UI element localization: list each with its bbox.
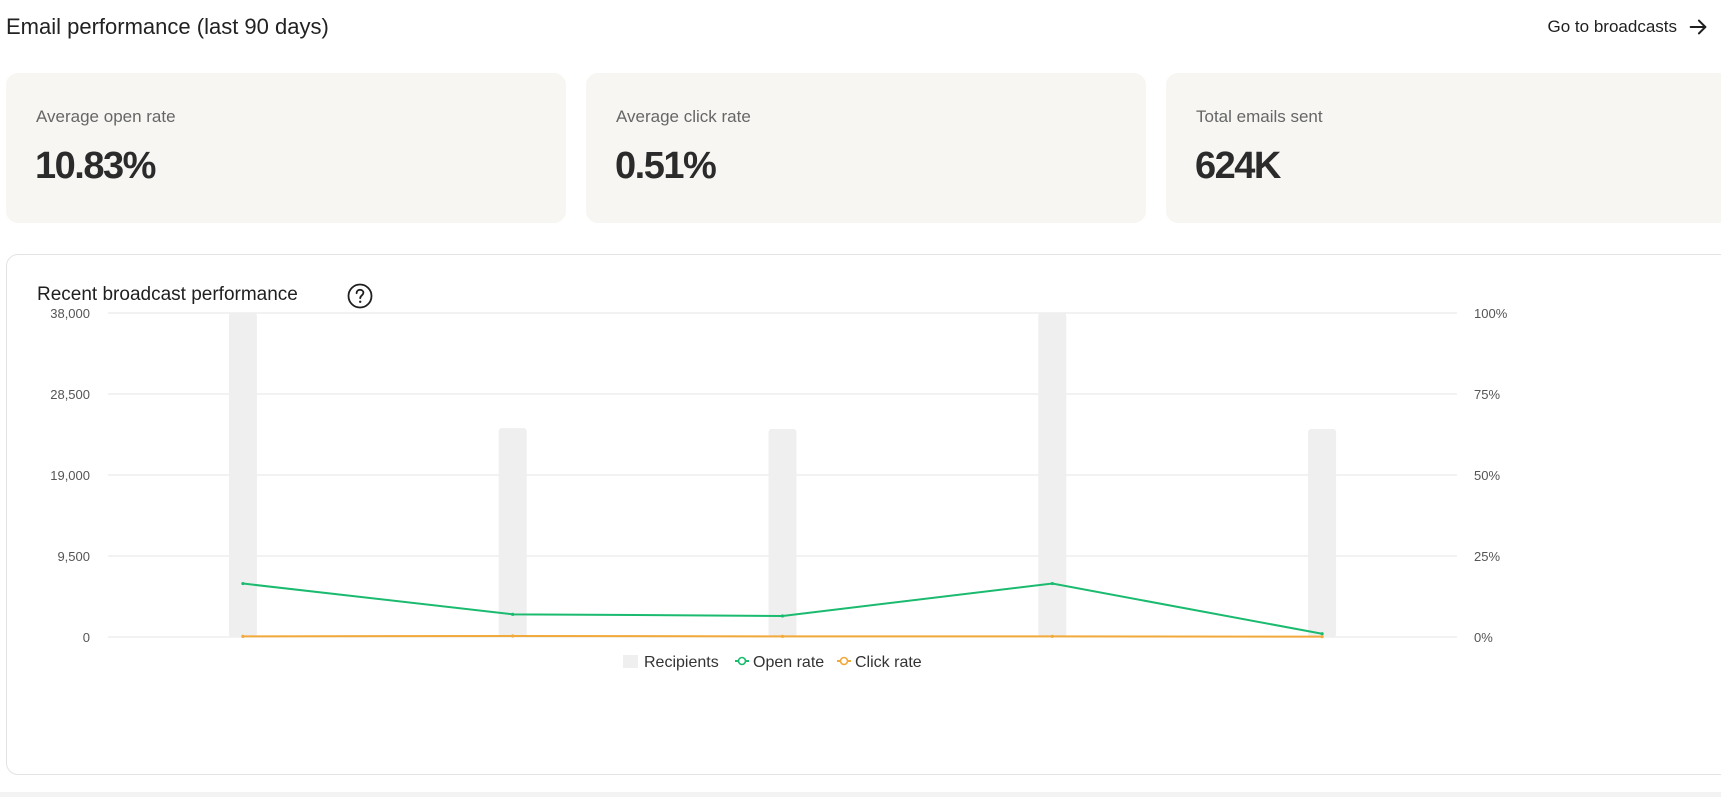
- chart-card: Recent broadcast performance 38,000 100% 2…: [6, 254, 1721, 775]
- y-right-tick-label: 50%: [1474, 468, 1500, 483]
- bar: [768, 428, 797, 637]
- bar: [1308, 428, 1337, 637]
- legend-label-click-rate: Click rate: [855, 654, 922, 671]
- click-rate-point: [511, 634, 515, 638]
- legend-label-open-rate: Open rate: [753, 654, 824, 671]
- click-rate-point: [1050, 634, 1054, 638]
- stat-value: 10.83%: [35, 145, 156, 187]
- go-to-broadcasts-link[interactable]: Go to broadcasts: [1548, 16, 1709, 38]
- click-rate-point: [780, 634, 785, 638]
- page-title: Email performance (last 90 days): [6, 14, 329, 39]
- open-rate-point: [511, 612, 515, 616]
- click-rate-point: [241, 634, 245, 638]
- bar: [1038, 313, 1067, 637]
- stat-label: Average open rate: [36, 107, 176, 126]
- open-rate-point: [1050, 581, 1054, 586]
- chart: 38,000 100% 28,500 75% 19,000 50% 9,500 25% 0 0% R…: [50, 306, 1508, 671]
- stat-value: 624K: [1195, 145, 1281, 187]
- y-right-tick-label: 100%: [1474, 306, 1508, 321]
- y-left-tick-label: 9,500: [57, 549, 90, 564]
- bottom-divider: [0, 792, 1721, 797]
- y-right-tick-label: 75%: [1474, 387, 1500, 402]
- y-left-tick-label: 28,500: [50, 387, 90, 402]
- legend-marker-open-rate: [737, 656, 747, 666]
- legend-marker-click-rate: [839, 656, 849, 666]
- stat-card-emails-sent: Total emails sent 624K: [1166, 73, 1721, 223]
- bar: [228, 313, 257, 637]
- header: Email performance (last 90 days) Go to b…: [0, 0, 1721, 60]
- question-circle-icon[interactable]: [347, 283, 373, 309]
- open-rate-point: [1320, 632, 1324, 636]
- y-left-tick-label: 0: [83, 630, 90, 645]
- y-right-tick-label: 0%: [1474, 630, 1493, 645]
- chart-title: Recent broadcast performance: [37, 284, 298, 305]
- stat-label: Total emails sent: [1196, 107, 1323, 126]
- stat-card-click-rate: Average click rate 0.51%: [586, 73, 1146, 223]
- y-right-tick-label: 25%: [1474, 549, 1500, 564]
- legend-label-recipients: Recipients: [644, 654, 719, 671]
- go-to-broadcasts-label: Go to broadcasts: [1547, 17, 1677, 36]
- click-rate-point: [1320, 635, 1324, 639]
- stat-card-open-rate: Average open rate 10.83%: [6, 73, 566, 223]
- stats-row: Average open rate 10.83% Average click r…: [6, 73, 1721, 225]
- y-left-tick-label: 19,000: [50, 468, 90, 483]
- stat-value: 0.51%: [615, 145, 717, 187]
- open-rate-point: [241, 581, 245, 586]
- open-rate-point: [780, 614, 785, 618]
- stat-label: Average click rate: [616, 107, 751, 126]
- bar: [498, 428, 527, 637]
- legend-swatch-recipients: [623, 655, 638, 668]
- arrow-right-icon: [1689, 19, 1707, 35]
- y-left-tick-label: 38,000: [50, 306, 90, 321]
